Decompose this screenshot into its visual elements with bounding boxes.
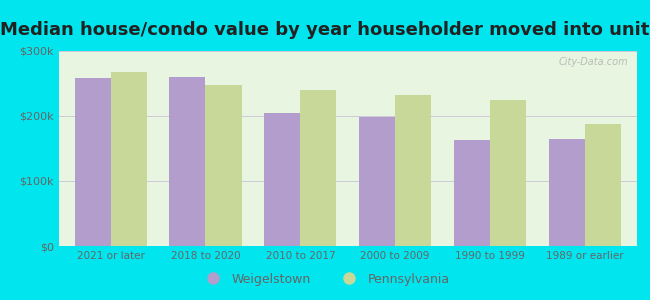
Bar: [75, 78, 110, 246]
Bar: [395, 95, 431, 246]
Bar: [170, 77, 205, 246]
Text: Median house/condo value by year householder moved into unit: Median house/condo value by year househo…: [0, 21, 650, 39]
Bar: [300, 90, 336, 246]
Bar: [265, 113, 300, 246]
Bar: [359, 117, 395, 246]
Bar: [549, 139, 585, 246]
Bar: [111, 72, 147, 246]
Bar: [454, 140, 490, 246]
Legend: Weigelstown, Pennsylvania: Weigelstown, Pennsylvania: [196, 268, 454, 291]
Bar: [205, 85, 242, 246]
Text: City-Data.com: City-Data.com: [559, 57, 629, 67]
Bar: [585, 124, 621, 246]
Bar: [490, 100, 526, 246]
